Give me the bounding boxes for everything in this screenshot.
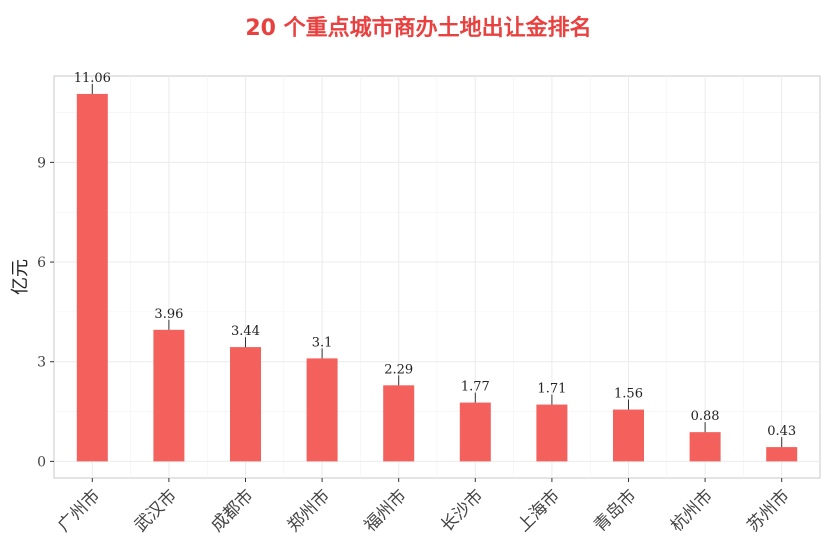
y-tick-label: 0 — [37, 454, 46, 470]
data-label: 3.44 — [231, 324, 260, 339]
x-tick-label: 武汉市 — [131, 486, 181, 536]
data-label: 11.06 — [74, 71, 111, 86]
x-tick-label: 郑州市 — [284, 486, 334, 536]
data-label: 3.1 — [312, 335, 333, 350]
y-tick-label: 9 — [37, 155, 46, 171]
bar — [536, 404, 568, 462]
data-label: 1.56 — [614, 387, 643, 402]
x-tick-label: 杭州市 — [667, 486, 717, 536]
bar — [230, 347, 261, 462]
data-label: 1.71 — [537, 382, 566, 397]
data-label: 2.29 — [384, 362, 413, 377]
x-tick-label: 青岛市 — [590, 486, 640, 536]
x-tick-label: 广州市 — [54, 486, 104, 536]
x-tick-label: 苏州市 — [744, 486, 794, 536]
x-tick-label: 成都市 — [207, 486, 257, 536]
data-label: 0.43 — [767, 424, 796, 439]
bar — [153, 329, 185, 462]
bar — [76, 93, 108, 462]
bar — [689, 432, 721, 462]
bar — [459, 402, 491, 462]
y-tick-label: 6 — [37, 255, 46, 271]
chart-title: 20 个重点城市商办土地出让金排名 — [245, 16, 592, 41]
x-tick-label: 长沙市 — [437, 486, 487, 536]
bar — [766, 447, 798, 462]
data-label: 0.88 — [691, 409, 720, 424]
data-label: 1.77 — [461, 380, 490, 395]
y-axis-title: 亿元 — [10, 259, 31, 295]
bar — [306, 358, 338, 462]
x-tick-label: 上海市 — [514, 486, 564, 536]
bar — [613, 409, 644, 462]
y-tick-label: 3 — [37, 355, 46, 371]
x-tick-label: 福州市 — [361, 486, 411, 536]
bar — [383, 385, 415, 462]
data-label: 3.96 — [154, 307, 183, 322]
